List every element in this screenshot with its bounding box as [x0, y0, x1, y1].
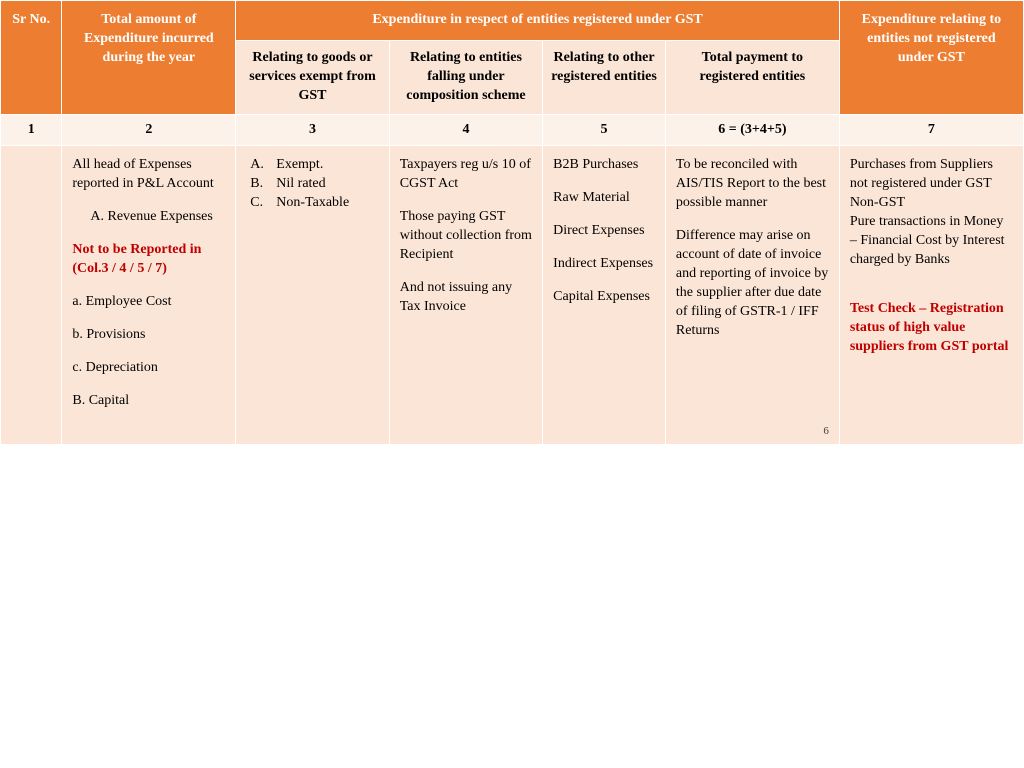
c3-a: A. Exempt. — [250, 156, 378, 175]
c3-a-txt: Exempt. — [276, 156, 323, 175]
cell-col3: A. Exempt. B. Nil rated C. Non-Taxable — [236, 146, 389, 445]
colnum-1: 1 — [1, 114, 62, 146]
cell-col1 — [1, 146, 62, 445]
c3-b-lbl: B. — [250, 175, 276, 194]
hdr-total-payment: Total payment to registered entities — [665, 40, 839, 114]
colnum-2: 2 — [62, 114, 236, 146]
c3-c: C. Non-Taxable — [250, 194, 378, 213]
cell-col4: Taxpayers reg u/s 10 of CGST Act Those p… — [389, 146, 542, 445]
c7-non-gst: Non-GST — [850, 194, 1013, 213]
hdr-total-expenditure: Total amount of Expenditure incurred dur… — [62, 1, 236, 115]
colnum-3: 3 — [236, 114, 389, 146]
c2-all-heads: All head of Expenses reported in P&L Acc… — [72, 156, 225, 194]
hdr-gst-registered: Expenditure in respect of entities regis… — [236, 1, 840, 41]
c4-taxpayers: Taxpayers reg u/s 10 of CGST Act — [400, 156, 532, 194]
cell-col6: To be reconciled with AIS/TIS Report to … — [665, 146, 839, 445]
c2-capital: B. Capital — [72, 392, 225, 411]
page-number: 6 — [823, 424, 829, 439]
colnum-7: 7 — [839, 114, 1023, 146]
header-row-1: Sr No. Total amount of Expenditure incur… — [1, 1, 1024, 41]
c7-pure-transactions: Pure transactions in Money – Financial C… — [850, 213, 1013, 270]
hdr-exempt: Relating to goods or services exempt fro… — [236, 40, 389, 114]
c7-test-check: Test Check – Registration status of high… — [850, 300, 1013, 357]
c2-provisions: b. Provisions — [72, 326, 225, 345]
hdr-sr-no: Sr No. — [1, 1, 62, 115]
c3-c-lbl: C. — [250, 194, 276, 213]
c3-a-lbl: A. — [250, 156, 276, 175]
colnum-5: 5 — [543, 114, 666, 146]
c5-capital: Capital Expenses — [553, 288, 655, 307]
cell-col5: B2B Purchases Raw Material Direct Expens… — [543, 146, 666, 445]
c5-direct: Direct Expenses — [553, 222, 655, 241]
c5-indirect: Indirect Expenses — [553, 255, 655, 274]
c3-list: A. Exempt. B. Nil rated C. Non-Taxable — [246, 156, 378, 213]
hdr-composition: Relating to entities falling under compo… — [389, 40, 542, 114]
c4-no-invoice: And not issuing any Tax Invoice — [400, 279, 532, 317]
hdr-not-registered: Expenditure relating to entities not reg… — [839, 1, 1023, 115]
c5-raw: Raw Material — [553, 189, 655, 208]
c6-reconcile: To be reconciled with AIS/TIS Report to … — [676, 156, 829, 213]
c3-c-txt: Non-Taxable — [276, 194, 349, 213]
body-row: All head of Expenses reported in P&L Acc… — [1, 146, 1024, 445]
c4-paying-gst: Those paying GST without collection from… — [400, 208, 532, 265]
c2-depreciation: c. Depreciation — [72, 359, 225, 378]
c3-b-txt: Nil rated — [276, 175, 325, 194]
expenditure-table: Sr No. Total amount of Expenditure incur… — [0, 0, 1024, 445]
c2-employee-cost: a. Employee Cost — [72, 293, 225, 312]
cell-col2: All head of Expenses reported in P&L Acc… — [62, 146, 236, 445]
c5-b2b: B2B Purchases — [553, 156, 655, 175]
c2-revenue-expenses: A. Revenue Expenses — [72, 208, 225, 227]
c3-b: B. Nil rated — [250, 175, 378, 194]
column-number-row: 1 2 3 4 5 6 = (3+4+5) 7 — [1, 114, 1024, 146]
colnum-6: 6 = (3+4+5) — [665, 114, 839, 146]
c2-not-reported: Not to be Reported in (Col.3 / 4 / 5 / 7… — [72, 241, 225, 279]
cell-col7: Purchases from Suppliers not registered … — [839, 146, 1023, 445]
hdr-other-registered: Relating to other registered entities — [543, 40, 666, 114]
c6-difference: Difference may arise on account of date … — [676, 227, 829, 340]
colnum-4: 4 — [389, 114, 542, 146]
c7-purchases: Purchases from Suppliers not registered … — [850, 156, 1013, 194]
